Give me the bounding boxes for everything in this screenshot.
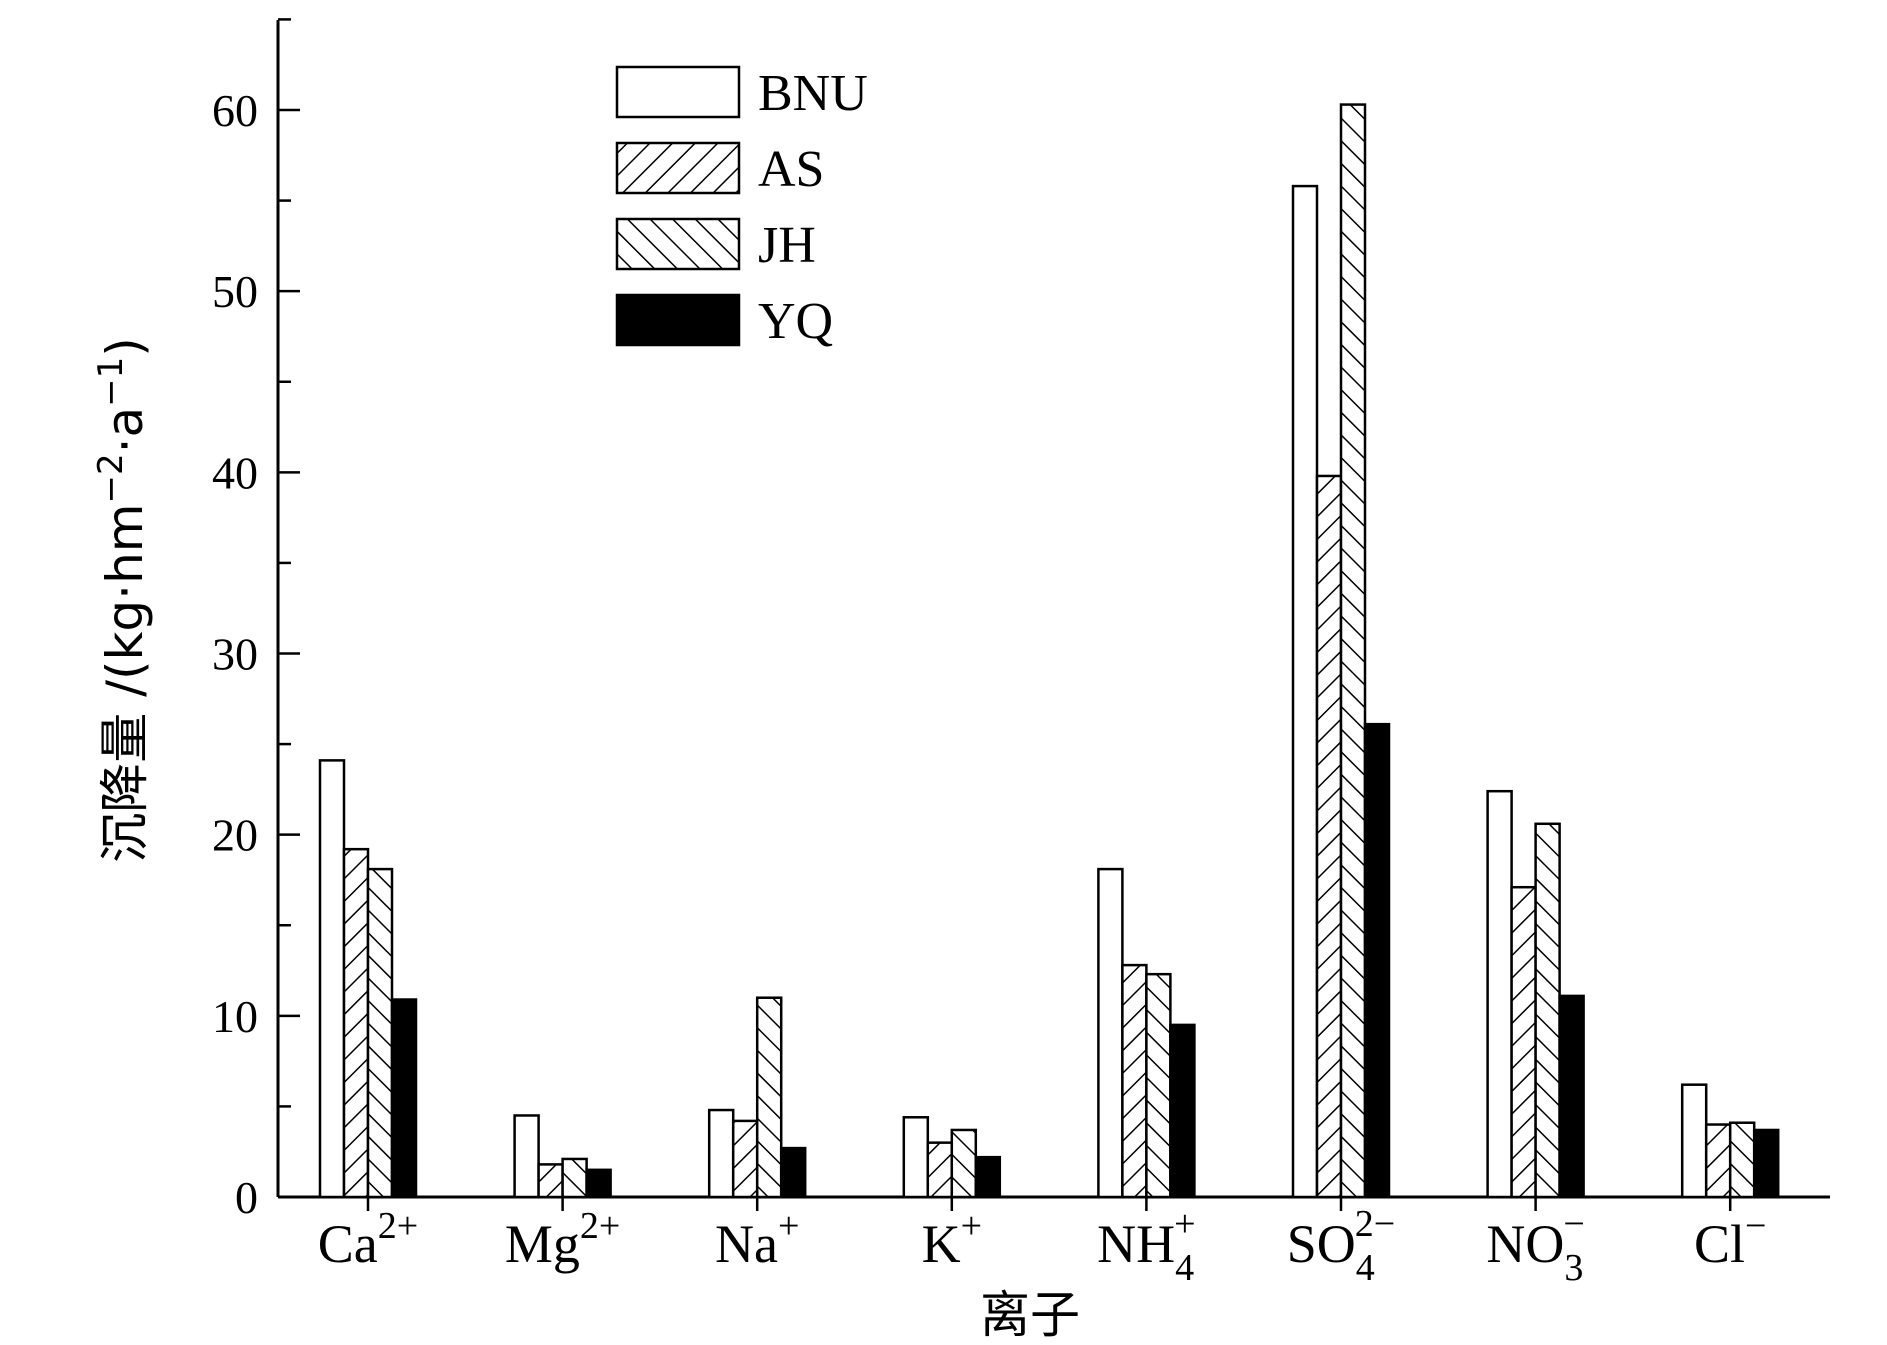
bar-as: [1315, 474, 1343, 1199]
bar-as: [342, 847, 370, 1199]
y-tick-label: 10: [212, 991, 258, 1042]
category-label: Mg2+: [505, 1205, 620, 1274]
y-tick-label: 40: [212, 447, 258, 498]
bar-as: [1510, 885, 1537, 1199]
bar-yq: [974, 1155, 1002, 1199]
bar-yq: [1752, 1128, 1780, 1199]
legend-swatch-bnu: [615, 65, 741, 119]
legend-label-bnu: BNU: [758, 65, 868, 122]
bar-jh: [1728, 1121, 1756, 1199]
bar-jh: [950, 1128, 978, 1199]
bar-as: [926, 1141, 954, 1199]
legend-label-as: AS: [758, 141, 824, 198]
category-label: Ca2+: [318, 1205, 418, 1274]
bar-bnu: [1680, 1083, 1708, 1199]
bar-bnu: [1097, 867, 1124, 1199]
legend: BNU AS JH YQ: [615, 65, 868, 350]
bar-as: [1121, 963, 1148, 1199]
bar-bnu: [1291, 184, 1319, 1199]
y-tick-label: 20: [212, 810, 258, 861]
y-tick-label: 0: [235, 1172, 258, 1223]
legend-swatch-as: [615, 141, 741, 195]
bar-jh: [1534, 822, 1561, 1199]
y-axis-title: 沉降量 /(kg·hm−2·a−1): [91, 337, 154, 863]
bar-bnu: [318, 759, 346, 1199]
legend-swatch-yq: [615, 293, 741, 347]
category-labels: Ca2+ Mg2+ Na+ K+ NH4+ SO42− NO3− Cl−: [318, 1203, 1767, 1289]
bar-bnu: [707, 1108, 735, 1199]
legend-label-yq: YQ: [758, 293, 833, 350]
bar-jh: [1339, 103, 1367, 1199]
y-tick-label: 50: [212, 266, 258, 317]
axes: 0 10 20 30 40 50 60: [212, 18, 1830, 1223]
bar-as: [731, 1119, 759, 1199]
y-tick-label: 30: [212, 629, 258, 680]
bars: [318, 103, 1780, 1199]
bar-as: [537, 1163, 564, 1199]
bar-yq: [1558, 994, 1585, 1199]
bar-bnu: [902, 1116, 930, 1199]
legend-swatch-jh: [615, 217, 741, 271]
bar-yq: [390, 998, 418, 1199]
bar-yq: [585, 1168, 612, 1199]
bar-bnu: [513, 1114, 540, 1199]
category-label: Na+: [715, 1205, 799, 1274]
category-label: NH4+: [1097, 1203, 1195, 1289]
bar-bnu: [1486, 789, 1513, 1199]
category-label: K+: [922, 1205, 982, 1274]
bar-jh: [561, 1157, 588, 1199]
legend-label-jh: JH: [758, 217, 816, 274]
bar-jh: [366, 867, 394, 1199]
bar-jh: [1145, 972, 1172, 1199]
category-label: SO42−: [1287, 1203, 1395, 1289]
bar-as: [1704, 1123, 1732, 1199]
bar-yq: [779, 1146, 807, 1199]
category-label: Cl−: [1694, 1205, 1766, 1274]
x-axis-title: 离子: [980, 1286, 1080, 1344]
bar-jh: [755, 996, 783, 1199]
bar-yq: [1363, 722, 1391, 1199]
y-tick-label: 60: [212, 85, 258, 136]
bar-yq: [1169, 1023, 1196, 1199]
category-label: NO3−: [1486, 1203, 1584, 1289]
